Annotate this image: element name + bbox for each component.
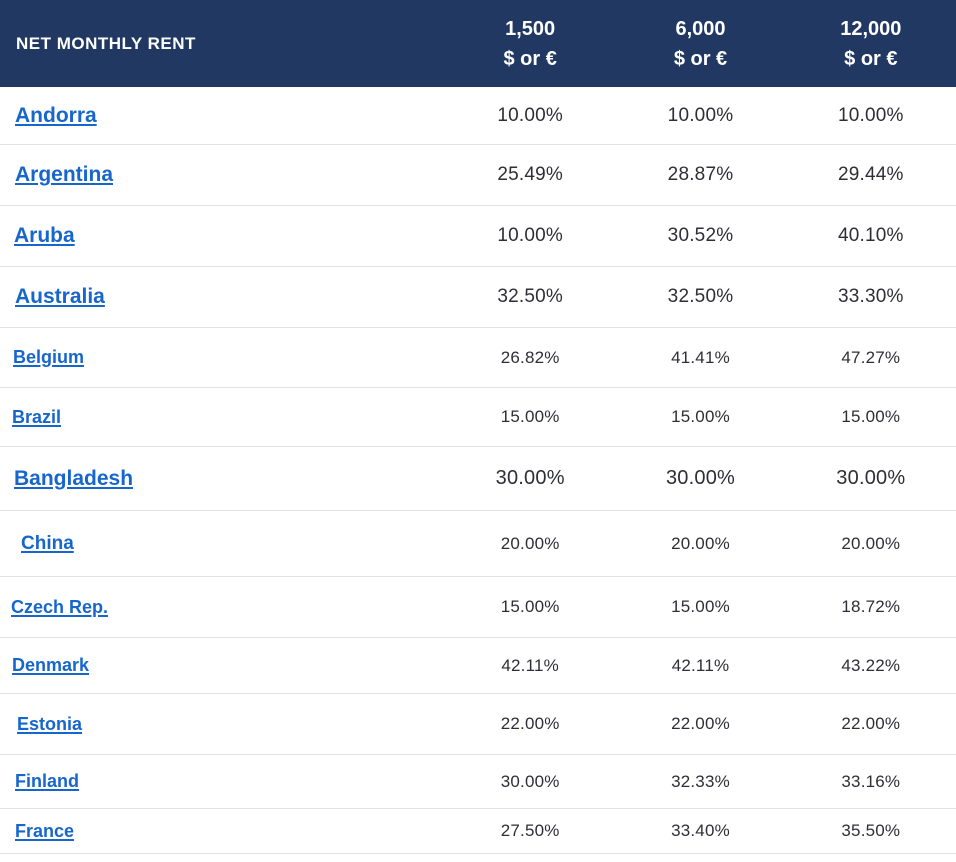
rate-cell: 10.00% [667, 104, 734, 126]
rate-cell: 42.11% [671, 655, 730, 675]
rate-cell: 20.00% [671, 533, 730, 553]
column-header-1500: 1,500 $ or € [445, 14, 615, 74]
table-row: Argentina 25.49% 28.87% 29.44% [0, 145, 956, 206]
bottom-filler [0, 854, 956, 862]
table-body: Andorra 10.00% 10.00% 10.00% Argentina 25.49%… [0, 87, 956, 854]
table-row: Estonia 22.00% 22.00% 22.00% [0, 694, 956, 755]
country-cell: Bangladesh [0, 467, 445, 491]
rate-cell: 30.00% [836, 467, 906, 489]
rate-cell: 30.00% [665, 467, 736, 489]
column-amount: 12,000 [840, 17, 902, 40]
country-link[interactable]: Estonia [17, 713, 83, 734]
country-link[interactable]: Australia [15, 285, 105, 308]
country-link[interactable]: Denmark [12, 655, 90, 675]
table-row: Czech Rep. 15.00% 15.00% 18.72% [0, 577, 956, 638]
rate-cell: 27.50% [500, 821, 560, 840]
column-currency: $ or € [503, 47, 557, 70]
rate-cell: 20.00% [500, 533, 560, 553]
country-cell: China [0, 533, 445, 555]
country-link[interactable]: Finland [15, 771, 79, 791]
column-amount: 6,000 [675, 17, 726, 40]
table-row: China 20.00% 20.00% 20.00% [0, 511, 956, 577]
rate-cell: 22.00% [841, 714, 901, 733]
table-row: Denmark 42.11% 42.11% 43.22% [0, 638, 956, 694]
rate-cell: 33.30% [838, 286, 904, 307]
table-row: Australia 32.50% 32.50% 33.30% [0, 267, 956, 328]
rate-cell: 41.41% [671, 347, 730, 367]
country-link[interactable]: China [21, 532, 74, 554]
column-currency: $ or € [844, 47, 898, 70]
rate-cell: 40.10% [838, 225, 904, 246]
rate-cell: 26.82% [500, 347, 560, 367]
rate-cell: 15.00% [671, 407, 730, 426]
table-row: Aruba 10.00% 30.52% 40.10% [0, 206, 956, 267]
rate-cell: 32.33% [671, 771, 730, 791]
column-header-6000: 6,000 $ or € [615, 14, 785, 74]
country-cell: Estonia [0, 714, 445, 735]
country-cell: Brazil [0, 407, 445, 428]
table-row: Belgium 26.82% 41.41% 47.27% [0, 328, 956, 388]
country-link[interactable]: Aruba [14, 224, 75, 247]
rate-cell: 15.00% [671, 597, 730, 616]
table-row: Andorra 10.00% 10.00% 10.00% [0, 87, 956, 145]
country-cell: Denmark [0, 655, 445, 676]
rate-cell: 28.87% [667, 164, 734, 185]
rate-cell: 25.49% [497, 164, 563, 185]
table-row: France 27.50% 33.40% 35.50% [0, 809, 956, 854]
country-link[interactable]: Brazil [12, 406, 62, 427]
rate-cell: 20.00% [841, 533, 901, 553]
rate-cell: 30.00% [500, 771, 560, 791]
rate-cell: 33.40% [671, 821, 730, 840]
rate-cell: 47.27% [841, 347, 901, 367]
country-link[interactable]: Bangladesh [14, 466, 134, 490]
rate-cell: 10.00% [497, 104, 563, 126]
table-header: NET MONTHLY RENT 1,500 $ or € 6,000 $ or… [0, 0, 956, 87]
country-cell: Czech Rep. [0, 597, 445, 618]
rate-cell: 42.11% [501, 655, 559, 675]
rate-cell: 30.52% [667, 225, 734, 246]
column-amount: 1,500 [505, 17, 556, 40]
rate-cell: 15.00% [500, 407, 560, 426]
country-link[interactable]: Argentina [15, 163, 114, 186]
country-link[interactable]: Czech Rep. [11, 596, 109, 617]
country-cell: Australia [0, 285, 445, 309]
rate-cell: 32.50% [667, 286, 734, 307]
column-header-12000: 12,000 $ or € [786, 14, 956, 74]
country-link[interactable]: France [15, 820, 75, 841]
rate-cell: 30.00% [495, 467, 565, 489]
table-row: Brazil 15.00% 15.00% 15.00% [0, 388, 956, 447]
rate-cell: 32.50% [497, 286, 563, 307]
column-currency: $ or € [673, 47, 728, 70]
rate-cell: 22.00% [500, 714, 560, 733]
rate-cell: 18.72% [841, 597, 901, 616]
country-cell: Finland [0, 771, 445, 792]
country-link[interactable]: Andorra [15, 103, 97, 127]
rate-cell: 43.22% [841, 655, 901, 675]
rate-cell: 15.00% [500, 597, 560, 616]
rate-cell: 15.00% [841, 407, 901, 426]
country-link[interactable]: Belgium [13, 347, 85, 367]
country-cell: France [0, 821, 445, 842]
rate-cell: 33.16% [841, 771, 901, 791]
rate-cell: 10.00% [838, 104, 904, 126]
country-cell: Argentina [0, 163, 445, 187]
header-title: NET MONTHLY RENT [16, 33, 196, 53]
country-cell: Belgium [0, 347, 445, 368]
table-row: Bangladesh 30.00% 30.00% 30.00% [0, 447, 956, 511]
country-cell: Aruba [0, 224, 445, 248]
table-row: Finland 30.00% 32.33% 33.16% [0, 755, 956, 809]
rate-cell: 29.44% [838, 164, 904, 185]
rate-cell: 35.50% [841, 821, 901, 840]
country-cell: Andorra [0, 104, 445, 128]
rate-cell: 10.00% [497, 225, 563, 246]
rate-cell: 22.00% [671, 714, 730, 733]
